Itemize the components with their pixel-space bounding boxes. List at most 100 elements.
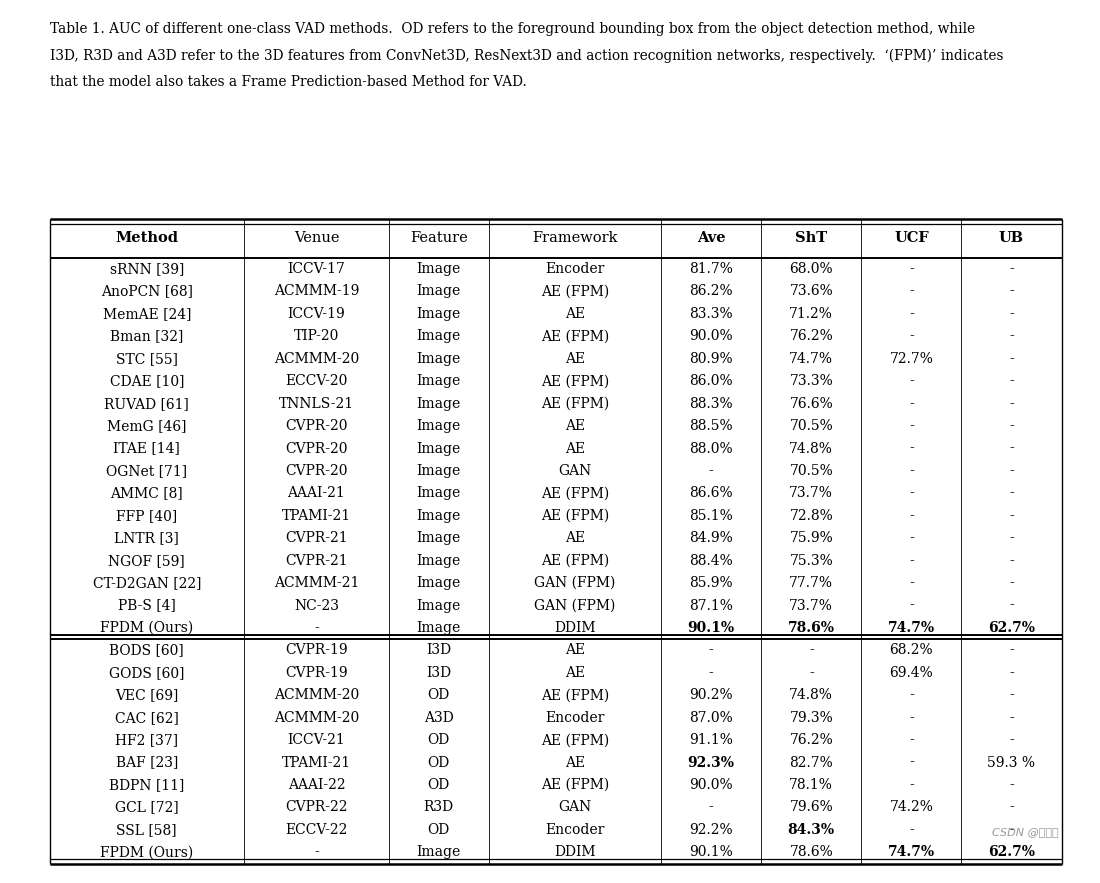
Text: 81.7%: 81.7% [690, 262, 733, 276]
Text: -: - [1009, 689, 1014, 702]
Text: -: - [909, 464, 914, 478]
Text: -: - [909, 711, 914, 725]
Text: ICCV-21: ICCV-21 [287, 733, 345, 747]
Text: I3D: I3D [426, 644, 451, 658]
Text: PB-S [4]: PB-S [4] [118, 599, 176, 613]
Text: CSDN @何大春: CSDN @何大春 [991, 826, 1058, 837]
Text: CAC [62]: CAC [62] [114, 711, 178, 725]
Text: SSL [58]: SSL [58] [117, 823, 177, 837]
Text: Venue: Venue [294, 231, 339, 245]
Text: BODS [60]: BODS [60] [109, 644, 184, 658]
Text: 69.4%: 69.4% [890, 666, 933, 680]
Text: -: - [1009, 823, 1014, 837]
Text: ACMMM-19: ACMMM-19 [274, 284, 359, 298]
Text: MemG [46]: MemG [46] [107, 419, 187, 433]
Text: AE (FPM): AE (FPM) [541, 733, 609, 747]
Text: OD: OD [428, 756, 450, 770]
Text: 87.1%: 87.1% [690, 599, 733, 613]
Text: 59.3 %: 59.3 % [988, 756, 1035, 770]
Text: -: - [808, 666, 814, 680]
Text: CVPR-21: CVPR-21 [285, 532, 348, 546]
Text: AE (FPM): AE (FPM) [541, 396, 609, 411]
Text: RUVAD [61]: RUVAD [61] [104, 396, 189, 411]
Text: CVPR-21: CVPR-21 [285, 554, 348, 568]
Text: CDAE [10]: CDAE [10] [110, 374, 184, 389]
Text: -: - [1009, 262, 1014, 276]
Text: ShT: ShT [795, 231, 827, 245]
Text: BAF [23]: BAF [23] [116, 756, 178, 770]
Text: -: - [1009, 666, 1014, 680]
Text: 70.5%: 70.5% [790, 464, 833, 478]
Text: Image: Image [417, 284, 461, 298]
Text: -: - [1009, 733, 1014, 747]
Text: 86.6%: 86.6% [690, 487, 733, 501]
Text: 74.8%: 74.8% [790, 689, 833, 702]
Text: 77.7%: 77.7% [790, 576, 834, 590]
Text: -: - [1009, 532, 1014, 546]
Text: -: - [1009, 711, 1014, 725]
Text: -: - [909, 396, 914, 411]
Text: UCF: UCF [894, 231, 928, 245]
Text: -: - [1009, 509, 1014, 523]
Text: BDPN [11]: BDPN [11] [109, 778, 185, 792]
Text: Image: Image [417, 329, 461, 343]
Text: -: - [1009, 487, 1014, 501]
Text: Image: Image [417, 554, 461, 568]
Text: FFP [40]: FFP [40] [117, 509, 177, 523]
Text: GAN: GAN [559, 464, 592, 478]
Text: OD: OD [428, 689, 450, 702]
Text: Image: Image [417, 351, 461, 366]
Text: -: - [1009, 374, 1014, 389]
Text: GAN (FPM): GAN (FPM) [535, 576, 616, 590]
Text: -: - [909, 756, 914, 770]
Text: AE: AE [565, 442, 585, 456]
Text: Framework: Framework [532, 231, 618, 245]
Text: 79.3%: 79.3% [790, 711, 833, 725]
Text: 75.3%: 75.3% [790, 554, 833, 568]
Text: ACMMM-21: ACMMM-21 [274, 576, 359, 590]
Text: CT-D2GAN [22]: CT-D2GAN [22] [92, 576, 201, 590]
Text: Encoder: Encoder [546, 711, 605, 725]
Text: CVPR-19: CVPR-19 [285, 644, 348, 658]
Text: -: - [909, 284, 914, 298]
Text: MemAE [24]: MemAE [24] [102, 307, 191, 321]
Text: AE (FPM): AE (FPM) [541, 778, 609, 792]
Text: -: - [909, 262, 914, 276]
Text: 79.6%: 79.6% [790, 801, 833, 814]
Text: Ave: Ave [697, 231, 726, 245]
Text: AE: AE [565, 666, 585, 680]
Text: Image: Image [417, 374, 461, 389]
Text: NC-23: NC-23 [294, 599, 339, 613]
Text: -: - [708, 801, 714, 814]
Text: CVPR-20: CVPR-20 [285, 419, 348, 433]
Text: Image: Image [417, 487, 461, 501]
Text: AE: AE [565, 532, 585, 546]
Text: ITAE [14]: ITAE [14] [113, 442, 180, 456]
Text: 78.1%: 78.1% [790, 778, 833, 792]
Text: 71.2%: 71.2% [790, 307, 833, 321]
Text: CVPR-20: CVPR-20 [285, 442, 348, 456]
Text: -: - [1009, 801, 1014, 814]
Text: 74.8%: 74.8% [790, 442, 833, 456]
Text: 72.7%: 72.7% [890, 351, 933, 366]
Text: Image: Image [417, 442, 461, 456]
Text: 78.6%: 78.6% [788, 621, 835, 635]
Text: 70.5%: 70.5% [790, 419, 833, 433]
Text: Bman [32]: Bman [32] [110, 329, 184, 343]
Text: 90.0%: 90.0% [690, 778, 733, 792]
Text: AAAI-22: AAAI-22 [287, 778, 345, 792]
Text: Image: Image [417, 464, 461, 478]
Text: Image: Image [417, 845, 461, 859]
Text: GODS [60]: GODS [60] [109, 666, 185, 680]
Text: -: - [909, 419, 914, 433]
Text: 86.2%: 86.2% [690, 284, 733, 298]
Text: Image: Image [417, 262, 461, 276]
Text: that the model also takes a Frame Prediction-based Method for VAD.: that the model also takes a Frame Predic… [50, 75, 526, 89]
Text: 73.7%: 73.7% [790, 487, 833, 501]
Text: -: - [909, 733, 914, 747]
Text: 80.9%: 80.9% [690, 351, 733, 366]
Text: -: - [1009, 419, 1014, 433]
Text: ECCV-22: ECCV-22 [285, 823, 348, 837]
Text: TIP-20: TIP-20 [294, 329, 339, 343]
Text: Method: Method [116, 231, 178, 245]
